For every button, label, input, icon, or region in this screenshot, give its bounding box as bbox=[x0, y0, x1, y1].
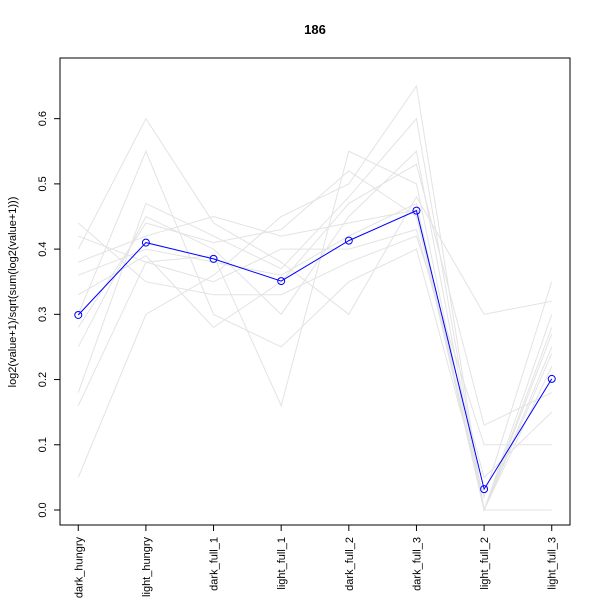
series-line bbox=[77, 149, 553, 499]
series-line bbox=[77, 150, 553, 512]
x-tick-label: dark_hungry bbox=[73, 537, 85, 599]
y-tick-label: 0.4 bbox=[37, 241, 49, 256]
data-point bbox=[547, 374, 556, 383]
y-tick-label: 0.3 bbox=[37, 307, 49, 322]
series-line bbox=[77, 150, 553, 512]
data-point bbox=[141, 238, 150, 247]
series-line bbox=[77, 170, 553, 512]
data-point bbox=[412, 206, 421, 215]
y-tick-label: 0.6 bbox=[37, 111, 49, 126]
data-point bbox=[277, 277, 286, 286]
series-line bbox=[77, 117, 552, 316]
y-tick-label: 0.2 bbox=[37, 372, 49, 387]
y-axis-label: log2(value+1)/sqrt(sum(log2(value+1))) bbox=[7, 197, 19, 388]
data-point bbox=[74, 310, 83, 319]
series-line bbox=[77, 84, 552, 511]
series-line bbox=[78, 163, 552, 426]
x-tick-label: light_full_3 bbox=[547, 537, 559, 590]
x-tick-label: dark_full_2 bbox=[344, 537, 356, 591]
x-tick-label: light_hungry bbox=[141, 537, 153, 597]
chart-title: 186 bbox=[304, 22, 326, 37]
data-point bbox=[480, 485, 489, 494]
y-tick-label: 0.0 bbox=[37, 502, 49, 517]
x-tick-label: dark_full_3 bbox=[411, 537, 423, 591]
plot-frame bbox=[59, 57, 571, 526]
series-line bbox=[77, 209, 553, 491]
x-tick-label: light_full_1 bbox=[276, 537, 288, 590]
y-tick-label: 0.5 bbox=[37, 176, 49, 191]
data-point bbox=[344, 236, 353, 245]
x-tick-label: light_full_2 bbox=[479, 537, 491, 590]
data-point bbox=[209, 254, 218, 263]
x-tick-label: dark_full_1 bbox=[209, 537, 221, 591]
series-line bbox=[78, 228, 553, 479]
y-tick-label: 0.1 bbox=[37, 437, 49, 452]
